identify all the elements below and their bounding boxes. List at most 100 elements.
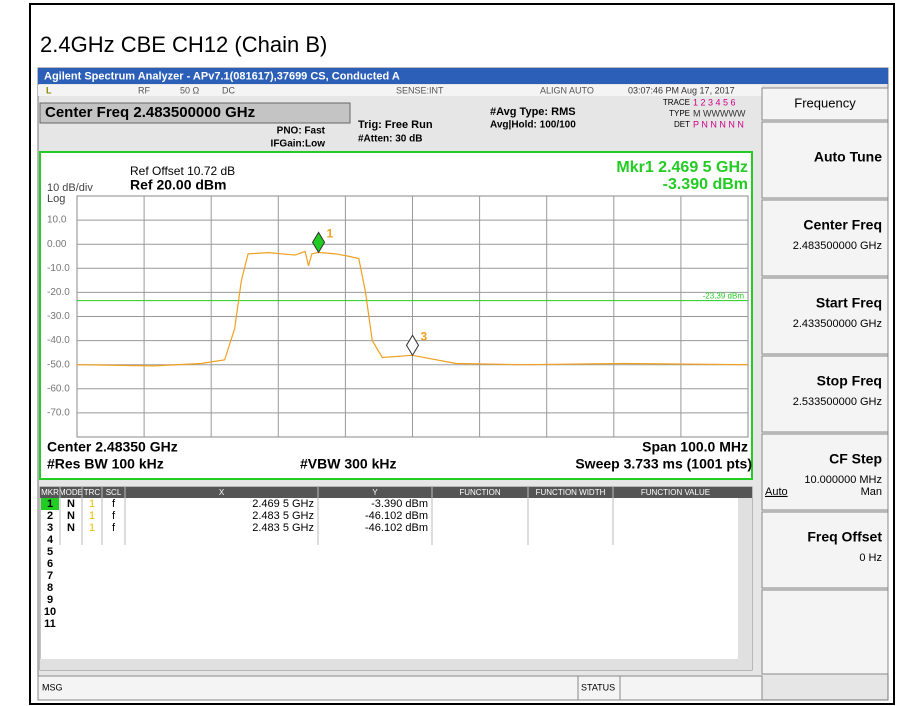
footer	[37, 675, 763, 701]
softkey[interactable]	[761, 121, 889, 199]
table-header-bg	[40, 487, 752, 498]
ref-level: Ref 20.00 dBm	[130, 177, 226, 193]
sweep: Sweep 3.733 ms (1001 pts)	[575, 456, 752, 472]
table-header: TRC	[84, 488, 101, 497]
marker-label: 1	[327, 227, 334, 241]
y-tick-label: -50.0	[47, 359, 70, 370]
softkey[interactable]	[761, 277, 889, 355]
table-header: FUNCTION	[459, 488, 501, 497]
table-cell: 6	[47, 558, 53, 570]
softkey-value: 2.433500000 GHz	[793, 318, 882, 330]
softkey-menu-title: Frequency	[794, 95, 856, 110]
impedance: 50 Ω	[180, 85, 200, 95]
table-cell: f	[112, 498, 116, 510]
page-title: 2.4GHz CBE CH12 (Chain B)	[40, 32, 327, 57]
softkey-label: Auto Tune	[814, 149, 882, 165]
table-cell: N	[67, 510, 75, 522]
center-freq-box	[39, 102, 351, 124]
softkey-label: Freq Offset	[807, 529, 882, 545]
marker-level: -3.390 dBm	[663, 176, 748, 193]
table-header: MKR	[41, 488, 59, 497]
table-cell: N	[67, 522, 75, 534]
softkey-option: Man	[861, 486, 882, 498]
datetime: 03:07:46 PM Aug 17, 2017	[628, 85, 735, 95]
ifgain: IFGain:Low	[271, 139, 326, 150]
softkey-value: 10.000000 MHz	[804, 474, 882, 486]
marker	[311, 231, 326, 254]
span: Span 100.0 MHz	[642, 439, 748, 455]
table-cell: f	[112, 522, 116, 534]
table-cell: 2.483 5 GHz	[252, 510, 314, 522]
table-cell: 10	[44, 606, 56, 618]
table-cell: 5	[47, 546, 53, 558]
softkey[interactable]	[761, 355, 889, 433]
table-cell: 2.483 5 GHz	[252, 522, 314, 534]
softkey-menu	[761, 87, 889, 121]
window-title: Agilent Spectrum Analyzer - APv7.1(08161…	[44, 70, 400, 82]
table-header: Y	[372, 488, 378, 497]
softkey-label: CF Step	[829, 451, 882, 467]
status-row	[38, 85, 762, 96]
y-tick-label: -20.0	[47, 287, 70, 298]
pno: PNO: Fast	[277, 126, 326, 137]
softkey[interactable]	[761, 511, 889, 589]
y-tick-label: -40.0	[47, 335, 70, 346]
softkey-value: 2.483500000 GHz	[793, 240, 882, 252]
y-tick-label: 0.00	[47, 239, 67, 250]
display-line-label: -23.39 dBm	[703, 292, 745, 301]
det-label: DET	[674, 120, 690, 129]
center: Center 2.48350 GHz	[47, 439, 178, 455]
table-cell: 1	[89, 498, 95, 510]
softkey-label: Stop Freq	[817, 373, 882, 389]
title-bar	[38, 68, 888, 84]
table-cell: 11	[44, 618, 56, 630]
table-cell: -46.102 dBm	[365, 522, 428, 534]
table-cell: 2	[47, 510, 53, 522]
status: STATUS	[581, 682, 615, 692]
table-cell: 1	[89, 510, 95, 522]
sense: SENSE:INT	[396, 85, 444, 95]
softkey-label: Center Freq	[803, 217, 882, 233]
trig: Trig: Free Run	[358, 119, 433, 131]
softkey-value: 2.533500000 GHz	[793, 396, 882, 408]
center-freq: Center Freq 2.483500000 GHz	[45, 104, 255, 121]
table-cell: 4	[47, 534, 54, 546]
table-cell: 8	[47, 582, 53, 594]
mode: L	[46, 85, 52, 95]
scrollbar[interactable]	[738, 498, 752, 670]
scale: 10 dB/div	[47, 182, 93, 194]
h-scrollbar[interactable]	[40, 659, 738, 670]
table-header: FUNCTION WIDTH	[536, 488, 606, 497]
avg-type: #Avg Type: RMS	[490, 106, 576, 118]
softkey-label: Start Freq	[816, 295, 882, 311]
y-tick-label: -60.0	[47, 383, 70, 394]
trace-values: 1 2 3 4 5 6	[693, 97, 736, 107]
table-cell: 9	[47, 594, 53, 606]
log: Log	[47, 193, 65, 205]
avg-hold: Avg|Hold: 100/100	[490, 120, 576, 131]
softkey-value: 0 Hz	[859, 552, 882, 564]
atten: #Atten: 30 dB	[358, 134, 422, 145]
msg: MSG	[42, 682, 63, 692]
table-cell: 2.469 5 GHz	[252, 498, 314, 510]
softkey-option: Auto	[765, 486, 788, 498]
softkey[interactable]	[761, 199, 889, 277]
softkey[interactable]	[761, 433, 889, 511]
rbw: #Res BW 100 kHz	[47, 456, 164, 472]
marker-freq: Mkr1 2.469 5 GHz	[616, 159, 748, 176]
trace	[76, 250, 749, 367]
det-values: P N N N N N	[693, 119, 744, 129]
table-header: X	[219, 488, 225, 497]
marker-label: 3	[421, 329, 428, 343]
ref-offset: Ref Offset 10.72 dB	[130, 164, 235, 178]
table-cell: 7	[47, 570, 53, 582]
y-tick-label: 10.0	[47, 215, 67, 226]
coupling: DC	[222, 85, 235, 95]
selected-row	[41, 498, 59, 510]
table-cell: N	[67, 498, 75, 510]
softkey[interactable]	[761, 589, 889, 675]
align: ALIGN AUTO	[540, 85, 594, 95]
marker-table	[39, 486, 753, 671]
table-header: MODE	[59, 488, 83, 497]
